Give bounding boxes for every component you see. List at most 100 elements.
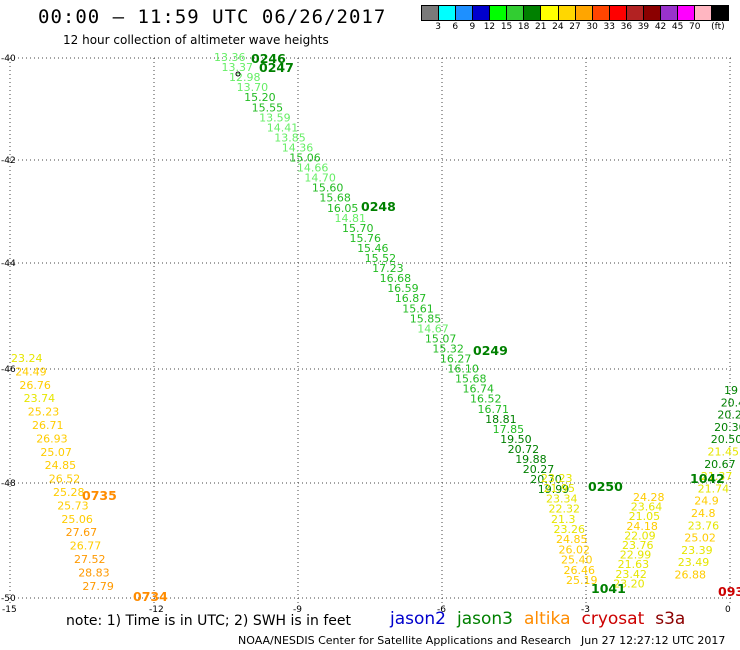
- swh-value: 13.36: [214, 51, 246, 64]
- swh-value: 15.46: [357, 242, 389, 255]
- colorbar-label: 30: [586, 22, 598, 32]
- pass-label: 0734: [133, 589, 168, 604]
- swh-value: 15.52: [365, 252, 397, 265]
- swh-value: 26.77: [70, 540, 102, 553]
- colorbar-swatch: [677, 6, 695, 20]
- map-grid: [9, 57, 733, 606]
- credit-timestamp: Jun 27 12:27:12 UTC 2017: [581, 634, 726, 647]
- swh-value: 22.09: [624, 529, 656, 542]
- credit-organization: NOAA/NESDIS Center for Satellite Applica…: [238, 634, 572, 647]
- pass-label: 0246: [251, 51, 286, 66]
- swh-value: 16.27: [440, 353, 472, 366]
- x-tick-label: -12: [149, 605, 164, 615]
- swh-value: 16.68: [380, 272, 412, 285]
- swh-value: 25.40: [561, 554, 593, 567]
- satellite-legend-item: s3a: [655, 609, 686, 629]
- swh-value: 13.70: [237, 81, 269, 94]
- swh-value: 25.28: [53, 486, 85, 499]
- swh-value: 23.76: [622, 539, 654, 552]
- colorbar-label: 18: [517, 22, 530, 32]
- swh-value: 23.74: [24, 392, 55, 405]
- swh-value: 21.63: [618, 558, 650, 571]
- wave-height-colorbar: [421, 5, 729, 21]
- swh-value: 20.27: [523, 463, 555, 476]
- satellite-legend-item: jason3: [457, 609, 513, 629]
- swh-value: 15.20: [244, 91, 276, 104]
- swh-value: 13.85: [274, 131, 306, 144]
- swh-value: 25.73: [57, 499, 88, 512]
- colorbar-swatch: [490, 6, 508, 20]
- y-tick-label: -50: [1, 594, 16, 604]
- swh-value: 19.50: [500, 433, 532, 446]
- swh-value: 16.05: [327, 202, 359, 215]
- swh-value: 23.64: [631, 501, 663, 514]
- satellite-legend-item: altika: [524, 609, 571, 629]
- swh-value: 15.55: [252, 101, 284, 114]
- swh-value: 15.68: [455, 373, 487, 386]
- swh-value: 22.99: [620, 549, 652, 562]
- swh-value: 15.68: [319, 192, 351, 205]
- swh-value: 14.70: [304, 172, 336, 185]
- swh-value: 27.79: [82, 580, 114, 593]
- swh-value: 26.52: [49, 473, 81, 486]
- pass-label: 093: [718, 584, 740, 599]
- swh-value: 15.61: [402, 302, 434, 315]
- colorbar-swatch: [609, 6, 627, 20]
- map-subtitle: 12 hour collection of altimeter wave hei…: [63, 33, 329, 47]
- swh-value: 15.85: [410, 312, 442, 325]
- colorbar-swatch: [643, 6, 661, 20]
- y-tick-label: -44: [1, 259, 16, 269]
- swh-value: 15.07: [425, 332, 457, 345]
- satellite-legend-item: jason2: [390, 609, 446, 629]
- swh-value: 21.74: [698, 482, 730, 495]
- colorbar-label: 3: [435, 22, 441, 32]
- swh-value: 23.24: [11, 352, 43, 365]
- swh-value: 14.66: [297, 162, 329, 175]
- colorbar-label: 15: [500, 22, 513, 32]
- swh-value: 23.34: [546, 492, 578, 505]
- swh-value: 19.99: [538, 483, 570, 496]
- x-tick-label: 0: [725, 605, 731, 615]
- colorbar-swatch: [626, 6, 644, 20]
- swh-value: 14.67: [417, 322, 449, 335]
- swh-value: 27.67: [66, 526, 98, 539]
- swh-value: 23.76: [688, 519, 720, 532]
- swh-value: 16.52: [470, 393, 502, 406]
- swh-value: 21.45: [708, 446, 740, 459]
- pass-label: 0249: [473, 343, 508, 358]
- swh-value: 24.85: [45, 459, 77, 472]
- swh-value: 23.49: [678, 556, 710, 569]
- swh-value: 20.70: [530, 473, 562, 486]
- swh-value: 17.23: [372, 262, 404, 275]
- swh-value: 26.02: [559, 543, 591, 556]
- swh-value: 21.37: [701, 470, 733, 483]
- colorbar-swatch: [524, 6, 542, 20]
- colorbar-label: (ft): [711, 22, 725, 32]
- swh-value: 16.71: [478, 403, 510, 416]
- pass-label: 1042: [690, 471, 725, 486]
- swh-value: 21.3: [551, 513, 576, 526]
- swh-value: 14.81: [334, 212, 366, 225]
- swh-value: 24.28: [633, 491, 665, 504]
- colorbar-label: 45: [671, 22, 684, 32]
- map-title: 00:00 – 11:59 UTC 06/26/2017: [38, 6, 387, 28]
- swh-value: 24.18: [626, 520, 658, 533]
- units-note: note: 1) Time is in UTC; 2) SWH is in fe…: [66, 613, 352, 629]
- colorbar-swatch: [575, 6, 593, 20]
- swh-value: 15.60: [312, 182, 344, 195]
- colorbar-swatch: [507, 6, 525, 20]
- colorbar-label: 6: [452, 22, 459, 32]
- y-tick-label: -40: [1, 54, 16, 64]
- swh-value: 20.72: [508, 443, 540, 456]
- colorbar-swatch: [456, 6, 474, 20]
- swh-value: 24.8: [691, 507, 716, 520]
- pass-label: 0250: [588, 479, 623, 494]
- colorbar-swatch: [558, 6, 576, 20]
- swh-value: 24.85: [556, 533, 588, 546]
- swh-value: 16.87: [395, 292, 427, 305]
- swh-value: 28.83: [78, 566, 110, 579]
- colorbar-swatch: [439, 6, 457, 20]
- colorbar-label: 12: [483, 22, 496, 32]
- colorbar-label: 42: [654, 22, 667, 32]
- satellite-legend: jason2 jason3 altika cryosat s3a: [390, 609, 696, 629]
